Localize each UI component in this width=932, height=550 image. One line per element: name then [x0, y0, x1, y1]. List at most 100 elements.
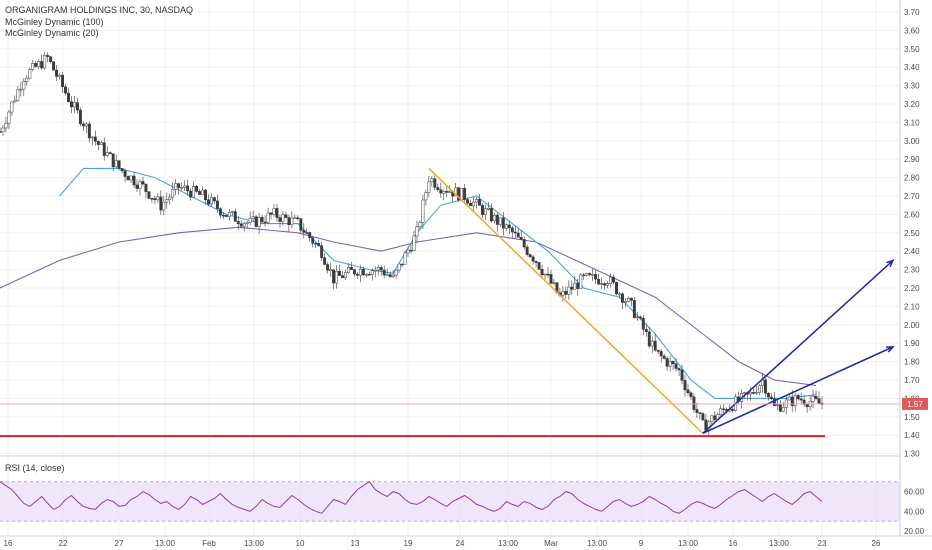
candle-body: [403, 252, 407, 265]
candle: [370, 268, 374, 281]
y-tick-label: 1.40: [904, 431, 920, 440]
last-price-badge: 1.57: [902, 397, 928, 410]
candle-body: [516, 232, 520, 238]
candle-body: [647, 331, 651, 347]
candle-body: [817, 398, 821, 404]
candle-body: [698, 412, 702, 414]
x-tick-label: 16: [729, 539, 738, 548]
candle: [498, 217, 502, 227]
indicator-mcginley-20[interactable]: McGinley Dynamic (20): [5, 28, 99, 38]
candle-body: [600, 283, 604, 285]
y-tick-label: 3.50: [904, 45, 920, 54]
candle-body: [609, 276, 612, 284]
candle-body: [329, 269, 333, 271]
candle-body: [373, 269, 377, 272]
candle: [269, 211, 273, 220]
candle: [212, 196, 216, 204]
y-tick-label: 3.00: [904, 137, 920, 146]
y-tick-label: 2.40: [904, 247, 920, 256]
candle-body: [415, 226, 419, 237]
candle-body: [519, 237, 523, 240]
candle-body: [260, 217, 264, 223]
x-tick-label: 16: [4, 539, 13, 548]
candle: [650, 336, 654, 354]
candle: [78, 107, 82, 127]
candle: [409, 244, 413, 254]
candle: [278, 214, 282, 228]
candle: [641, 315, 645, 336]
candle-body: [618, 293, 621, 296]
candle-body: [552, 282, 556, 284]
candle: [662, 353, 666, 360]
candle: [489, 203, 493, 224]
candle-body: [192, 185, 196, 198]
candle-body: [579, 274, 583, 289]
candle-body: [406, 249, 410, 254]
candle-body: [257, 217, 261, 227]
candle-body: [299, 218, 303, 231]
y-tick-label: 3.40: [904, 63, 920, 72]
candle: [84, 121, 88, 134]
candle: [123, 168, 127, 183]
rsi-overbought-oversold-band: [0, 481, 900, 522]
candle: [623, 298, 627, 308]
candle-body: [507, 224, 511, 229]
candle: [424, 189, 428, 206]
candle-body: [796, 395, 800, 400]
candle-body: [123, 170, 127, 177]
candles: [0, 51, 824, 437]
candle-body: [814, 395, 818, 399]
candle-body: [245, 222, 249, 224]
drawings[interactable]: [0, 167, 900, 438]
candle-body: [576, 282, 580, 289]
indicator-mcginley-100[interactable]: McGinley Dynamic (100): [5, 17, 104, 27]
candle-body: [218, 208, 222, 216]
y-tick-label: 3.10: [904, 118, 920, 127]
candle-body: [7, 111, 11, 124]
candle: [680, 364, 684, 385]
candle: [475, 197, 478, 209]
candle: [314, 241, 318, 248]
candle: [501, 211, 505, 236]
candle-body: [358, 268, 362, 276]
candle-body: [52, 61, 56, 71]
candle: [19, 82, 23, 97]
candle-body: [311, 237, 315, 244]
candle: [567, 280, 571, 300]
candle: [528, 253, 532, 258]
time-axis[interactable]: 16 22 27 13:00 Feb 13:00 10 13 19 24 13:00 Mar 13:00…: [4, 539, 881, 548]
candle-body: [186, 185, 190, 192]
candle-body: [326, 264, 330, 271]
candle: [632, 297, 636, 319]
candle: [195, 184, 199, 193]
candle-body: [427, 181, 431, 193]
candle: [484, 204, 487, 221]
candle-body: [683, 380, 687, 391]
candle: [10, 101, 14, 116]
candle-body: [722, 408, 726, 411]
candle-body: [623, 301, 627, 303]
candle: [102, 137, 106, 161]
candle: [335, 265, 338, 289]
candle: [180, 182, 184, 191]
symbol-title[interactable]: ORGANIGRAM HOLDINGS INC, 30, NASDAQ: [5, 5, 193, 15]
candle-body: [460, 188, 464, 201]
candle-body: [445, 190, 449, 193]
candle: [281, 210, 285, 226]
price-axis[interactable]: 3.70 3.60 3.50 3.40 3.30 3.20 3.10 3.00 2.90 2.80…: [904, 8, 920, 459]
candle: [248, 211, 252, 226]
x-tick-label: 13:00: [498, 539, 519, 548]
candle-body: [215, 200, 219, 209]
rsi-label[interactable]: RSI (14, close): [5, 463, 65, 473]
y-tick-label: 2.10: [904, 302, 920, 311]
candle-body: [16, 89, 20, 101]
candle-body: [394, 269, 398, 276]
candle-body: [379, 267, 383, 271]
candle-body: [111, 153, 115, 168]
candle: [70, 95, 73, 114]
rsi-axis[interactable]: 60.00 40.00 20.00: [904, 488, 925, 536]
candle-body: [504, 224, 508, 229]
candle: [597, 273, 601, 286]
